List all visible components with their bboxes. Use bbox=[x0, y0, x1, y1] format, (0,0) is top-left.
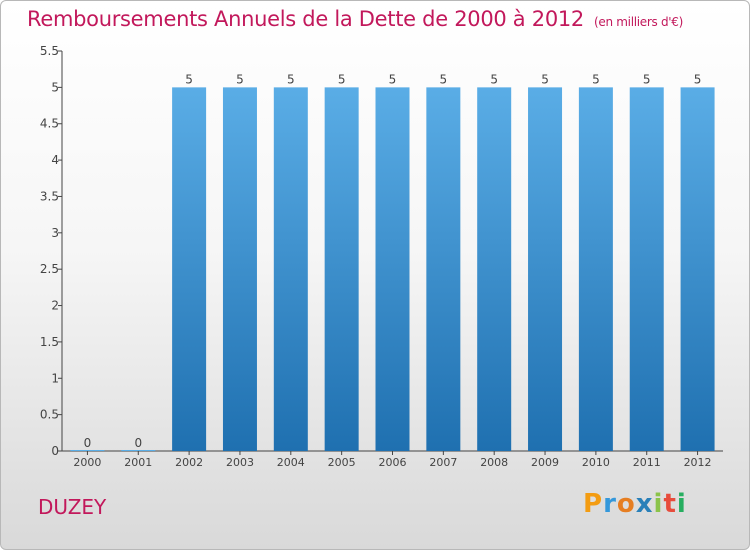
bar bbox=[70, 450, 105, 451]
x-tick-label: 2001 bbox=[124, 456, 152, 469]
bar bbox=[172, 87, 207, 451]
x-tick-label: 2008 bbox=[480, 456, 508, 469]
y-tick-label: 2.5 bbox=[40, 262, 59, 276]
y-tick-label: 4.5 bbox=[40, 117, 59, 131]
logo-letter: t bbox=[663, 489, 677, 519]
x-tick-label: 2006 bbox=[379, 456, 407, 469]
y-tick-label: 3.5 bbox=[40, 189, 59, 203]
data-label: 0 bbox=[134, 436, 142, 450]
bar bbox=[273, 87, 308, 451]
data-label: 5 bbox=[490, 72, 498, 86]
bar bbox=[629, 87, 664, 451]
place-name: DUZEY bbox=[38, 495, 107, 519]
y-tick-label: 5 bbox=[51, 80, 59, 94]
bar bbox=[680, 87, 715, 451]
y-tick-label: 2 bbox=[51, 299, 59, 313]
data-label: 5 bbox=[185, 72, 193, 86]
x-tick-label: 2007 bbox=[429, 456, 457, 469]
bar bbox=[222, 87, 257, 451]
data-label: 5 bbox=[592, 72, 600, 86]
x-tick-label: 2012 bbox=[684, 456, 712, 469]
chart-title-text: Remboursements Annuels de la Dette de 20… bbox=[27, 7, 584, 31]
y-tick-label: 5.5 bbox=[40, 44, 59, 58]
data-label: 5 bbox=[643, 72, 651, 86]
x-tick-label: 2000 bbox=[73, 456, 101, 469]
logo-letter: o bbox=[616, 489, 636, 519]
chart-unit: (en milliers d'€) bbox=[594, 15, 684, 29]
bar bbox=[426, 87, 461, 451]
data-labels: 0 0 5 5 5 5 5 5 5 5 5 5 5 bbox=[84, 72, 702, 450]
logo-letter: x bbox=[635, 489, 654, 519]
proxiti-logo[interactable]: Proxiti bbox=[583, 489, 687, 519]
x-tick-label: 2011 bbox=[633, 456, 661, 469]
data-label: 5 bbox=[694, 72, 702, 86]
bars bbox=[70, 87, 715, 451]
data-label: 5 bbox=[389, 72, 397, 86]
x-tick-label: 2005 bbox=[328, 456, 356, 469]
y-tick-label: 1.5 bbox=[40, 335, 59, 349]
logo-letter: P bbox=[583, 489, 604, 519]
bar bbox=[375, 87, 410, 451]
y-tick-label: 4 bbox=[51, 153, 59, 167]
y-tick-label: 0.5 bbox=[40, 408, 59, 422]
x-tick-label: 2004 bbox=[277, 456, 305, 469]
x-tick-label: 2003 bbox=[226, 456, 254, 469]
data-label: 5 bbox=[440, 72, 448, 86]
bar bbox=[324, 87, 359, 451]
logo-letter: i bbox=[676, 489, 687, 519]
bar bbox=[528, 87, 563, 451]
y-tick-label: 0 bbox=[51, 444, 59, 458]
data-label: 0 bbox=[84, 436, 92, 450]
y-tick-label: 3 bbox=[51, 226, 59, 240]
x-tick-label: 2002 bbox=[175, 456, 203, 469]
y-tick-label: 1 bbox=[51, 371, 59, 385]
logo-letter: i bbox=[653, 489, 664, 519]
bar bbox=[477, 87, 512, 451]
logo-letter: r bbox=[603, 489, 617, 519]
chart-title: Remboursements Annuels de la Dette de 20… bbox=[27, 7, 683, 31]
bar bbox=[578, 87, 613, 451]
axes: 0 0.5 1 1.5 2 2.5 3 3.5 4 4.5 5 5.5 2000 2001 2002 2003… bbox=[40, 44, 723, 469]
x-tick-label: 2010 bbox=[582, 456, 610, 469]
data-label: 5 bbox=[287, 72, 295, 86]
data-label: 5 bbox=[236, 72, 244, 86]
data-label: 5 bbox=[541, 72, 549, 86]
bar bbox=[121, 450, 156, 451]
data-label: 5 bbox=[338, 72, 346, 86]
x-tick-label: 2009 bbox=[531, 456, 559, 469]
